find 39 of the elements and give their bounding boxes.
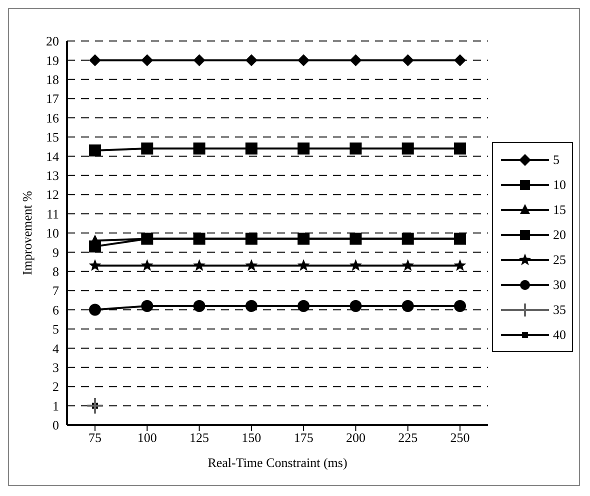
legend-label: 30 xyxy=(553,276,566,292)
y-tick-label: 5 xyxy=(52,322,59,337)
x-tick-label: 175 xyxy=(294,430,314,446)
x-tick-label: 100 xyxy=(137,430,157,446)
legend-label: 5 xyxy=(553,152,560,168)
x-tick-label: 75 xyxy=(88,430,102,446)
y-axis-title: Improvement % xyxy=(20,190,35,276)
y-tick-label: 7 xyxy=(52,283,60,298)
y-tick-label: 17 xyxy=(46,91,60,106)
legend-label: 25 xyxy=(553,252,566,268)
y-tick-label: 11 xyxy=(46,206,59,222)
y-tick-label: 16 xyxy=(46,110,60,126)
y-tick-label: 10 xyxy=(46,226,59,241)
y-tick-label: 2 xyxy=(52,379,59,394)
y-tick-label: 0 xyxy=(52,418,59,433)
y-tick-label: 14 xyxy=(46,148,60,164)
legend-label: 15 xyxy=(553,202,566,218)
x-axis-title: Real-Time Constraint (ms) xyxy=(208,455,348,470)
y-tick-label: 20 xyxy=(46,34,59,49)
legend-label: 20 xyxy=(553,226,566,242)
y-tick-label: 9 xyxy=(52,244,59,260)
y-tick-label: 1 xyxy=(52,398,59,414)
y-tick-label: 19 xyxy=(46,52,59,68)
y-tick-label: 12 xyxy=(46,187,59,202)
legend-label: 10 xyxy=(553,176,566,192)
x-tick-label: 225 xyxy=(398,430,418,446)
y-tick-label: 3 xyxy=(52,360,59,376)
x-tick-label: 200 xyxy=(346,430,366,446)
y-tick-label: 6 xyxy=(52,302,60,318)
y-tick-label: 8 xyxy=(52,264,59,280)
legend-label: 35 xyxy=(553,302,566,318)
legend-label: 40 xyxy=(553,326,566,342)
y-tick-label: 4 xyxy=(52,340,60,356)
y-tick-label: 18 xyxy=(46,72,59,88)
y-tick-label: 13 xyxy=(46,168,59,184)
y-tick-label: 15 xyxy=(46,130,59,145)
x-tick-label: 250 xyxy=(450,430,470,446)
x-tick-label: 150 xyxy=(242,430,262,446)
x-tick-label: 125 xyxy=(190,430,210,446)
